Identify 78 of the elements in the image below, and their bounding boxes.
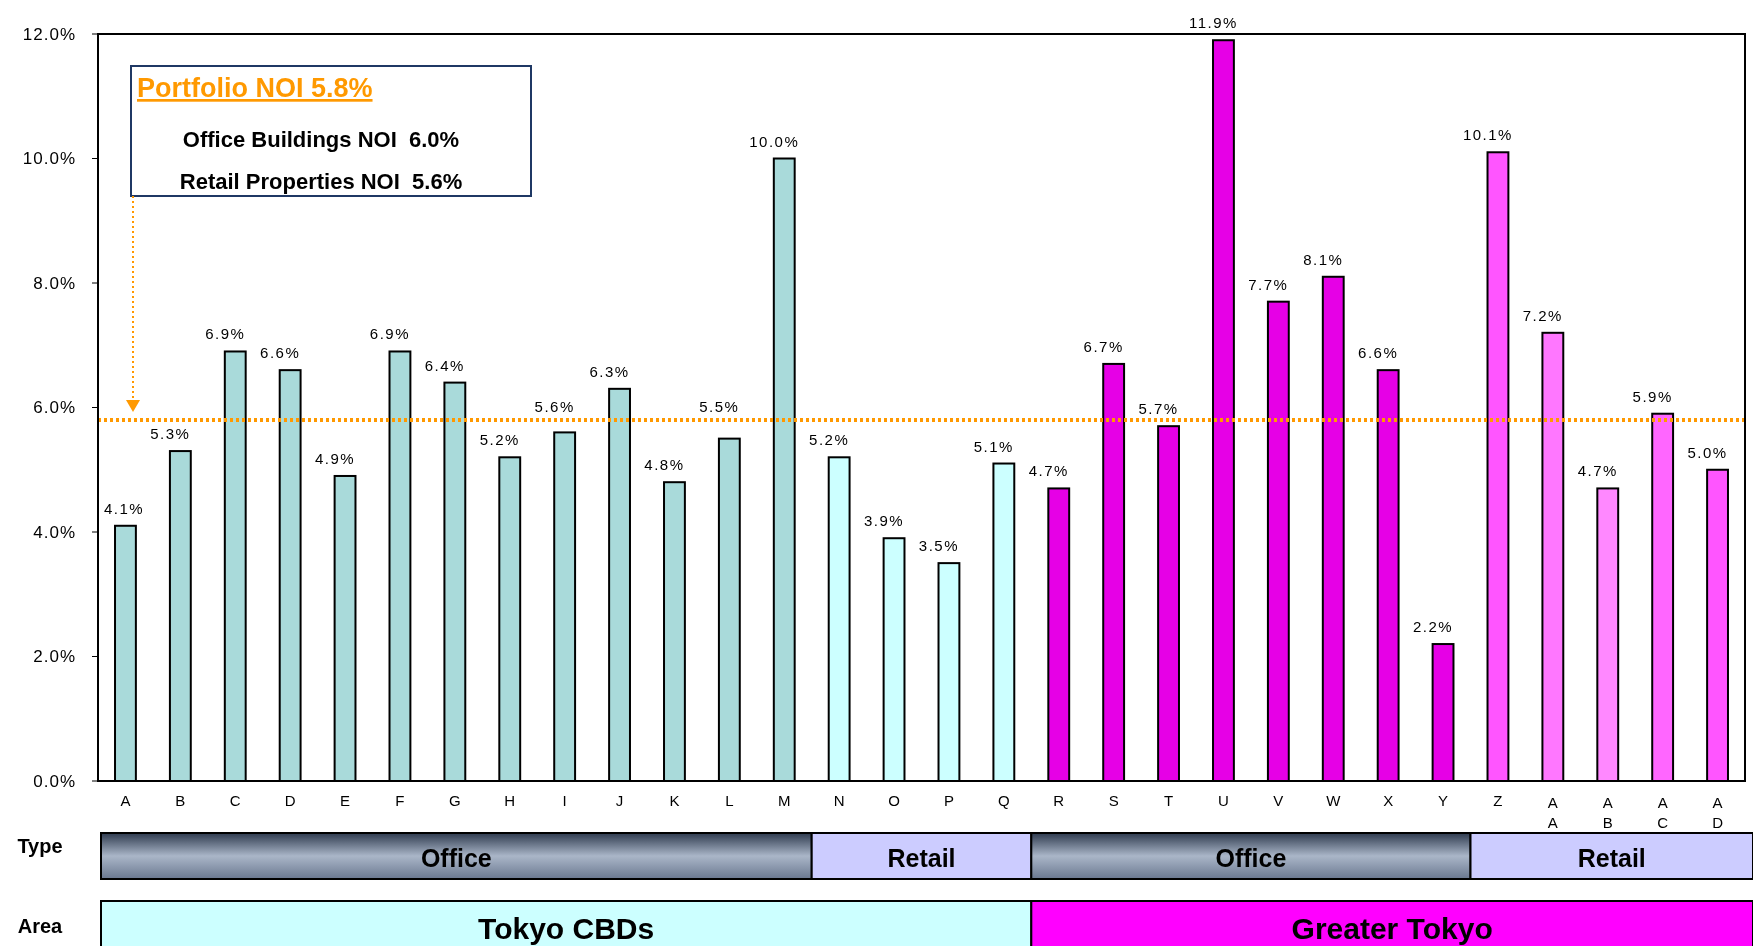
data-label: 5.2% [809,431,850,449]
y-tick-label: 12.0% [22,24,76,44]
data-label: 4.8% [644,456,685,474]
text: Type [17,835,63,857]
y-tick-label: 4.0% [33,522,76,542]
data-label: 10.0% [749,132,800,150]
y-tick-label: 6.0% [33,398,76,418]
x-tick-label: O [888,792,900,809]
data-label: 5.3% [150,425,191,443]
text: Area [17,915,64,937]
text: Retail [887,843,956,872]
x-tick-label: AD [1709,794,1727,834]
x-tick-label: AB [1599,794,1617,834]
x-tick-label: Q [998,792,1010,809]
x-tick-label: U [1218,792,1229,809]
data-label: 5.5% [699,397,740,415]
x-tick-label: A [120,792,131,809]
text: Retail [1577,843,1646,872]
text: Office [420,843,492,872]
x-tick-label: H [504,792,516,809]
x-tick-label: L [725,792,734,809]
x-tick-label: B [175,792,186,809]
text: Tokyo CBDs [478,911,655,945]
data-label: 8.1% [1303,250,1344,268]
data-label: 6.3% [589,362,630,380]
annotation: Retail Properties NOI 5.6% [179,169,463,194]
x-tick-label: D [284,792,296,809]
data-label: 2.2% [1412,618,1454,636]
x-tick-label: P [943,792,954,809]
x-tick-label: R [1053,792,1065,809]
data-label: 5.9% [1632,387,1673,405]
x-tick-label: M [778,792,791,809]
data-label: 4.9% [314,449,356,467]
data-label: 7.7% [1248,275,1289,293]
x-tick-label: N [833,792,845,809]
x-tick-label: E [340,792,351,809]
x-tick-label: X [1383,792,1394,809]
data-label: 5.7% [1138,400,1179,418]
annotation: Office Buildings NOI 6.0% [182,127,460,152]
data-label: 5.6% [534,397,575,415]
x-tick-label: K [669,792,680,809]
data-label: 7.2% [1522,306,1563,324]
text: Greater Tokyo [1291,911,1493,945]
y-tick-label: 10.0% [22,149,76,169]
x-tick-label: C [229,792,241,809]
data-label: 4.7% [1577,462,1618,480]
x-tick-label: I [562,792,567,809]
text: Office [1215,843,1287,872]
data-label: 10.1% [1462,126,1513,144]
x-tick-label: F [395,792,405,809]
x-tick-label: V [1273,792,1284,809]
data-label: 6.7% [1083,337,1124,355]
y-tick-label: 8.0% [33,273,76,293]
data-label: 6.4% [424,356,465,374]
data-label: 6.6% [1358,344,1399,362]
y-tick-label: 0.0% [33,771,76,791]
x-tick-label: W [1326,792,1342,809]
data-label: 4.1% [103,499,145,517]
data-label: 4.7% [1028,462,1069,480]
data-label: 3.5% [918,537,960,555]
data-label: 6.9% [369,325,411,343]
data-label: 5.0% [1687,443,1728,461]
data-label: 3.9% [863,512,905,530]
x-tick-label: Z [1493,792,1503,809]
data-label: 6.9% [205,325,246,343]
x-tick-label: J [615,792,624,809]
x-tick-label: T [1163,792,1174,809]
data-label: 5.1% [973,437,1014,455]
data-label: 5.2% [479,431,520,449]
x-tick-label: S [1108,792,1119,809]
y-tick-label: 2.0% [33,647,76,667]
data-label: 11.9% [1188,14,1238,32]
x-tick-label: G [449,792,461,809]
x-tick-label: AC [1654,794,1672,834]
data-label: 6.6% [260,344,301,362]
x-tick-label: Y [1438,792,1449,809]
x-tick-label: AA [1544,794,1562,834]
ref-line-label: Portfolio NOI 5.8% [137,73,373,103]
